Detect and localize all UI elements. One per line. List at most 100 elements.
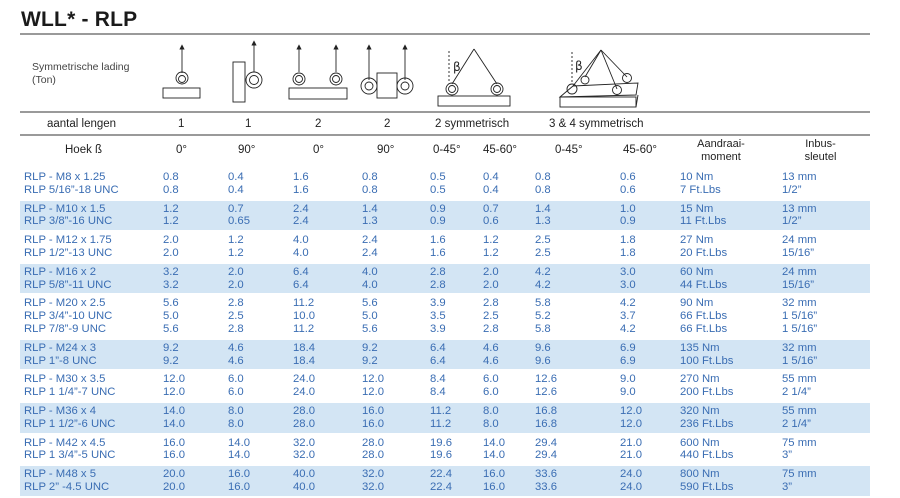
wll-value: 32.0 — [293, 449, 315, 462]
wll-value: 3.9 — [430, 297, 446, 310]
wll-value: 28.0 — [293, 417, 315, 430]
wll-value: 5.2 — [535, 310, 551, 323]
key-size: 15/16” — [782, 278, 815, 291]
wll-value: 3.0 — [620, 278, 636, 291]
wll-value: 1.2 — [483, 246, 499, 259]
wll-value: 16.0 — [228, 480, 250, 493]
thread-size: RLP - M30 x 3.5 — [24, 373, 106, 386]
torque-value: 135 Nm — [680, 341, 720, 354]
wll-value: 0.4 — [228, 183, 244, 196]
wll-value: 2.5 — [483, 310, 499, 323]
torque-value: 200 Ft.Lbs — [680, 386, 734, 399]
torque-value: 66 Ft.Lbs — [680, 322, 728, 335]
diagram-single-side — [232, 40, 263, 103]
wll-value: 10.0 — [293, 310, 315, 323]
table-row-group: RLP - M8 x 1.25 0.8 0.4 1.6 0.8 0.5 0.4 0.8 0.6 1… — [20, 169, 870, 199]
thread-size: RLP - M20 x 2.5 — [24, 297, 106, 310]
wll-value: 6.4 — [293, 278, 309, 291]
table-row-group: RLP - M42 x 4.5 16.0 14.0 32.0 28.0 19.6 14.0 2… — [20, 435, 870, 465]
diagram-four-leg-angle — [558, 49, 639, 108]
diagram-double-vertical — [288, 44, 348, 100]
wll-value: 14.0 — [483, 449, 505, 462]
wll-value: 0.8 — [535, 171, 551, 183]
wll-value: 4.0 — [362, 265, 378, 278]
wll-value: 0.4 — [483, 171, 499, 183]
wll-value: 6.0 — [483, 373, 499, 386]
wll-value: 9.0 — [620, 373, 636, 386]
wll-value: 1.8 — [620, 234, 636, 247]
key-header-line2: sleutel — [804, 151, 837, 163]
key-size: 55 mm — [782, 373, 817, 386]
wll-value: 22.4 — [430, 468, 452, 481]
wll-value: 8.0 — [483, 405, 499, 417]
torque-value: 590 Ft.Lbs — [680, 480, 734, 493]
torque-value: 270 Nm — [680, 373, 720, 386]
torque-value: 20 Ft.Lbs — [680, 246, 728, 259]
wll-value: 12.6 — [535, 386, 557, 399]
wll-value: 4.0 — [293, 246, 309, 259]
wll-value: 12.0 — [362, 386, 384, 399]
wll-value: 1.6 — [293, 171, 309, 183]
beta-label: β — [453, 60, 461, 74]
wll-value: 16.8 — [535, 417, 557, 430]
wll-value: 21.0 — [620, 449, 642, 462]
torque-value: 440 Ft.Lbs — [680, 449, 734, 462]
wll-value: 16.0 — [163, 449, 185, 462]
wll-value: 5.8 — [535, 297, 551, 310]
wll-value: 1.3 — [535, 215, 551, 228]
legs-value: 2 — [384, 118, 391, 130]
table-row-group: RLP - M36 x 4 14.0 8.0 28.0 16.0 11.2 8.0 16.8 1… — [20, 403, 870, 433]
torque-value: 100 Ft.Lbs — [680, 354, 734, 367]
torque-value: 800 Nm — [680, 468, 720, 481]
wll-value: 4.2 — [535, 265, 551, 278]
angle-header: 45-60° — [483, 144, 518, 156]
thread-size: RLP 1 1/2”-6 UNC — [24, 417, 116, 430]
wll-value: 1.2 — [163, 202, 179, 215]
torque-value: 27 Nm — [680, 234, 714, 247]
thread-size: RLP - M16 x 2 — [24, 265, 96, 278]
wll-value: 0.6 — [620, 171, 636, 183]
wll-value: 12.0 — [163, 386, 185, 399]
wll-value: 9.2 — [362, 341, 378, 354]
torque-value: 44 Ft.Lbs — [680, 278, 728, 291]
thread-size: RLP - M42 x 4.5 — [24, 436, 106, 449]
wll-value: 24.0 — [620, 480, 642, 493]
key-size: 24 mm — [782, 265, 817, 278]
wll-value: 24.0 — [293, 373, 315, 386]
wll-value: 8.4 — [430, 386, 446, 399]
wll-value: 2.4 — [362, 246, 378, 259]
wll-value: 40.0 — [293, 468, 315, 481]
wll-value: 5.6 — [362, 297, 378, 310]
wll-value: 2.8 — [483, 297, 499, 310]
wll-value: 4.0 — [362, 278, 378, 291]
wll-value: 24.0 — [293, 386, 315, 399]
wll-value: 5.6 — [163, 322, 179, 335]
wll-value: 33.6 — [535, 468, 557, 481]
legs-value: 2 — [315, 118, 322, 130]
thread-size: RLP 5/8”-11 UNC — [24, 278, 112, 291]
wll-value: 2.4 — [293, 215, 309, 228]
wll-value: 16.8 — [535, 405, 557, 417]
wll-value: 3.2 — [163, 265, 179, 278]
wll-value: 33.6 — [535, 480, 557, 493]
angle-header: 90° — [377, 144, 395, 156]
wll-value: 14.0 — [163, 405, 185, 417]
legs-value: 1 — [245, 118, 252, 130]
table-row-group: RLP - M16 x 2 3.2 2.0 6.4 4.0 2.8 2.0 4.2 3.0 60 … — [20, 263, 870, 294]
wll-value: 5.0 — [362, 310, 378, 323]
wll-value: 14.0 — [228, 436, 250, 449]
key-size: 32 mm — [782, 297, 817, 310]
wll-value: 6.4 — [430, 341, 446, 354]
wll-value: 6.4 — [293, 265, 309, 278]
divider — [20, 33, 870, 35]
wll-value: 12.0 — [620, 417, 642, 430]
beta-label: β — [575, 59, 583, 73]
wll-value: 9.6 — [535, 354, 551, 367]
wll-value: 6.9 — [620, 354, 636, 367]
torque-value: 7 Ft.Lbs — [680, 183, 721, 196]
torque-value: 236 Ft.Lbs — [680, 417, 734, 430]
torque-value: 600 Nm — [680, 436, 720, 449]
key-size: 2 1/4” — [782, 386, 811, 399]
wll-value: 4.6 — [228, 354, 244, 367]
wll-value: 2.4 — [362, 234, 378, 247]
